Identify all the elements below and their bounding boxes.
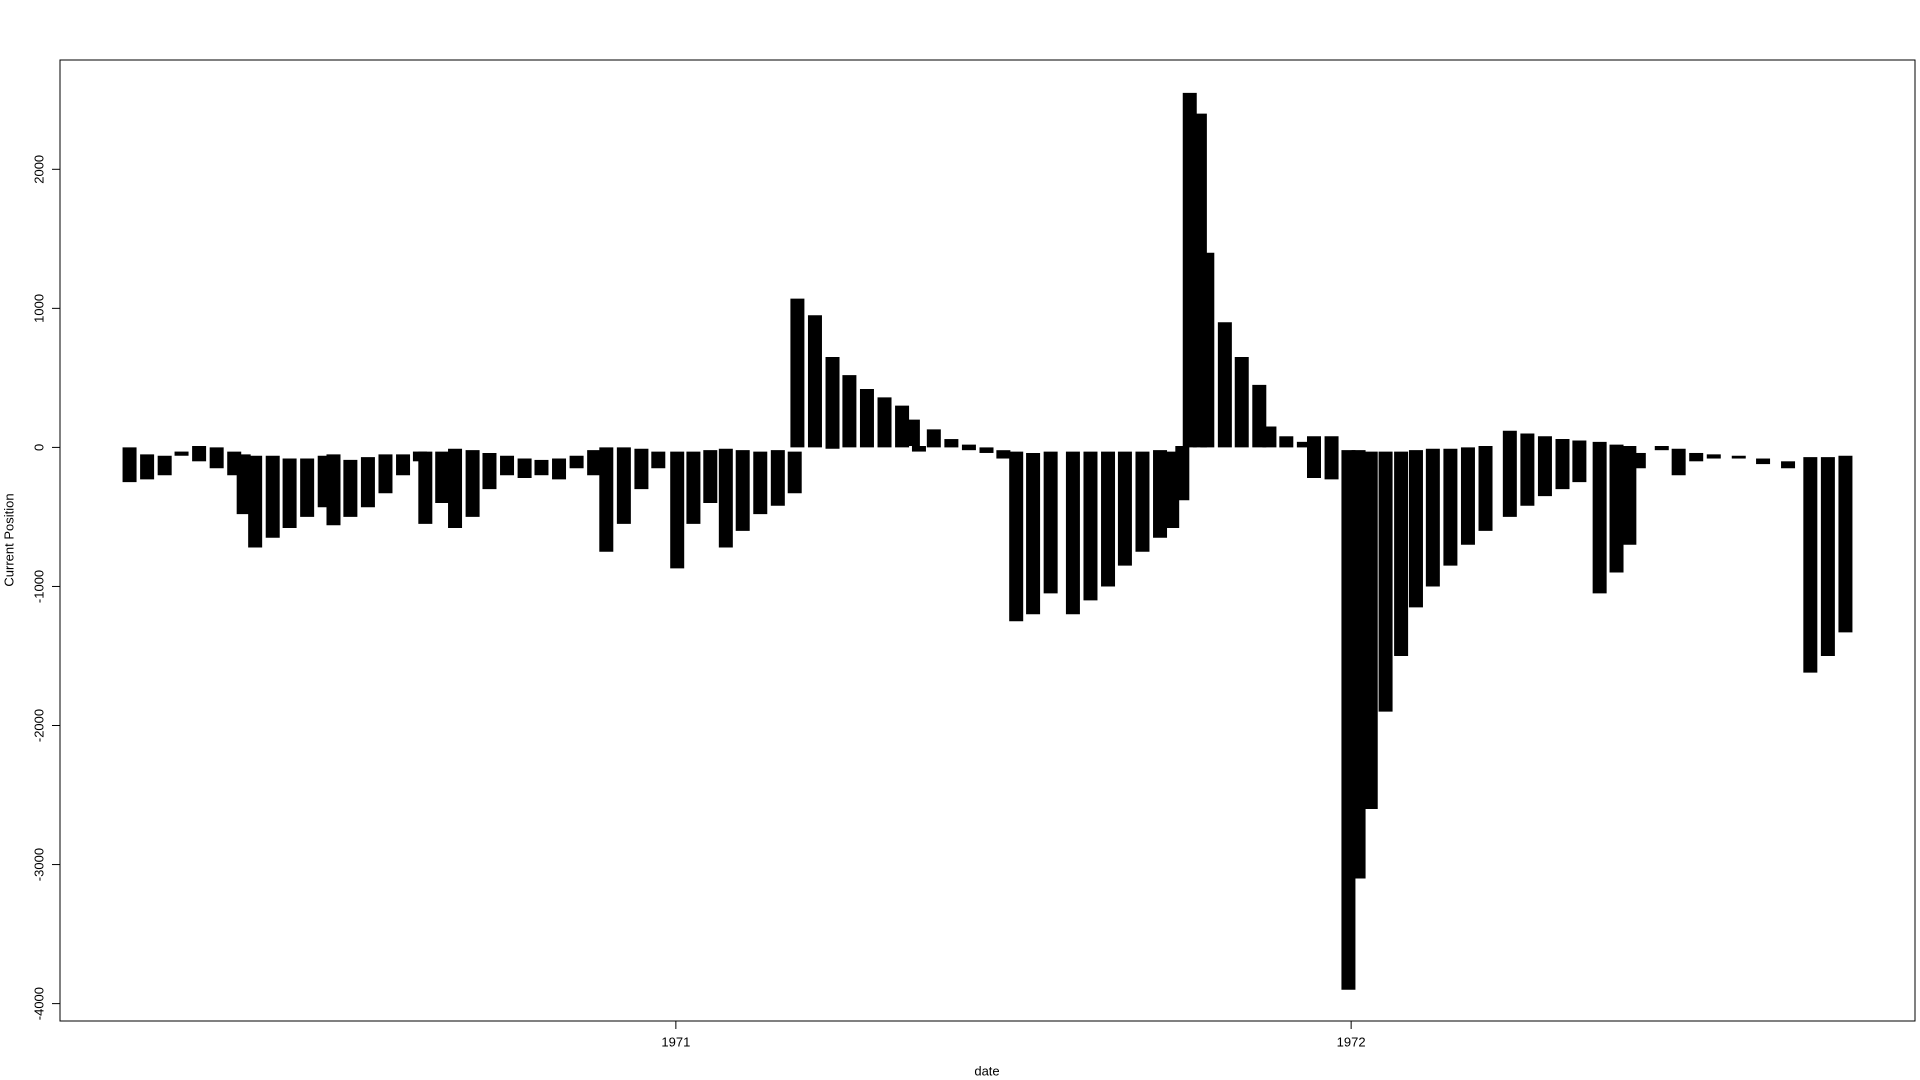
y-tick-label: 2000 bbox=[31, 155, 46, 184]
y-axis-label: Current Position bbox=[1, 493, 16, 586]
y-tick-label: 0 bbox=[31, 444, 46, 451]
x-tick-label: 1971 bbox=[661, 1034, 690, 1049]
x-tick-label: 1972 bbox=[1337, 1034, 1366, 1049]
y-tick-label: -1000 bbox=[31, 570, 46, 603]
x-axis-label: date bbox=[974, 1063, 999, 1078]
plot-frame bbox=[59, 59, 1916, 1022]
y-tick-label: -3000 bbox=[31, 848, 46, 881]
y-tick-label: 1000 bbox=[31, 294, 46, 323]
y-tick-label: -4000 bbox=[31, 987, 46, 1020]
y-tick-label: -2000 bbox=[31, 709, 46, 742]
